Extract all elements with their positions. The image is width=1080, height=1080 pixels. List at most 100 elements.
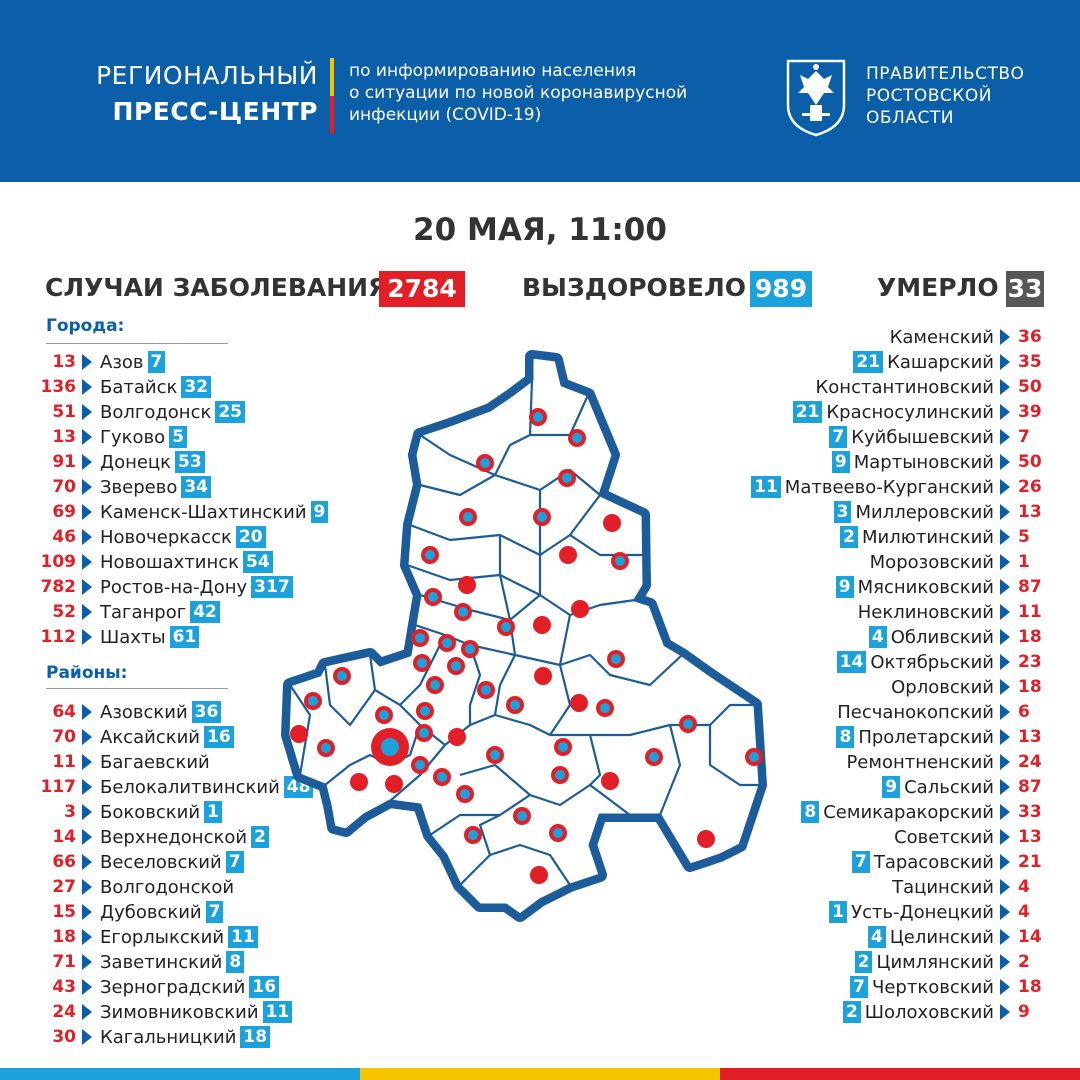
area-name: Аксайский [100,726,200,748]
cases-count: 11 [1018,602,1042,622]
recovered-badge: 11 [228,926,258,948]
cases-count: 64 [52,702,76,722]
arrow-right-icon [1000,804,1010,820]
list-row: 9 Сальский 87 [882,776,1044,798]
cases-count: 112 [40,627,77,647]
recovered-label: ВЫЗДОРОВЕЛО [522,273,746,302]
arrow-right-icon [1000,529,1010,545]
district-marker [486,746,504,764]
arrow-right-icon [82,404,92,420]
list-row: 11 Матвеево-Курганский 26 [751,476,1044,498]
list-row: 27 Волгодонской [0,876,234,898]
cases-label: СЛУЧАИ ЗАБОЛЕВАНИЯ [45,273,388,302]
list-row: Морозовский 1 [870,551,1044,573]
recovered-badge: 7 [205,901,224,923]
area-name: Сальский [904,776,994,798]
list-row: 71 Заветинский 8 [0,951,245,973]
recovered-badge: 25 [215,401,246,423]
area-name: Новошахтинск [100,551,240,573]
cases-count: 23 [1018,652,1042,672]
cases-count: 11 [52,752,76,772]
cases-count: 4 [1018,877,1030,897]
area-name: Октябрьский [870,651,994,673]
arrow-right-icon [82,754,92,770]
area-name: Мартыновский [853,451,994,473]
recovered-badge: 53 [175,451,205,473]
recovered-badge: 7 [225,851,244,873]
cases-count: 13 [52,352,76,372]
footer-bar-yellow [360,1068,720,1080]
district-marker [456,785,474,803]
cases-count: 66 [52,852,76,872]
district-marker [559,546,577,564]
cases-count: 46 [52,527,76,547]
arrow-right-icon [82,579,92,595]
district-marker [534,667,552,685]
district-marker [454,603,472,621]
arrow-right-icon [1000,504,1010,520]
arrow-right-icon [1000,904,1010,920]
area-name: Цимлянский [876,951,994,973]
list-row: 8 Пролетарский 13 [836,726,1044,748]
arrow-right-icon [1000,604,1010,620]
district-marker [596,699,614,717]
list-row: 64 Азовский 36 [0,701,222,723]
recovered-badge: 9 [831,451,850,473]
list-row: 2 Шолоховский 9 [842,1001,1044,1023]
area-name: Кашарский [887,351,994,373]
area-name: Тацинский [892,876,994,898]
cases-count: 69 [52,502,76,522]
recovered-badge: 2 [842,1001,861,1023]
area-name: Неклиновский [857,601,994,623]
arrow-right-icon [82,729,92,745]
cases-count: 24 [1018,752,1042,772]
area-name: Куйбышевский [851,426,994,448]
arrow-right-icon [1000,629,1010,645]
district-marker [464,826,482,844]
list-row: 15 Дубовский 7 [0,901,224,923]
recovered-badge: 2 [251,826,269,848]
district-marker [529,408,547,426]
recovered-badge: 8 [836,726,855,748]
arrow-right-icon [82,954,92,970]
area-name: Каменск-Шахтинский [100,501,307,523]
recovered-badge: 7 [147,351,166,373]
list-row: Орловский 18 [891,676,1044,698]
recovered-badge: 32 [181,376,212,398]
list-row: 51 Волгодонск 25 [0,401,246,423]
arrow-right-icon [82,629,92,645]
district-marker [350,773,368,791]
recovered-badge: 11 [751,476,781,498]
list-row: 1 Усть-Донецкий 4 [829,901,1044,923]
arrow-right-icon [1000,729,1010,745]
deaths-label: УМЕРЛО [877,273,999,302]
area-name: Целинский [889,926,994,948]
recovered-badge: 9 [882,776,901,798]
list-row: 24 Зимовниковский 11 [0,1001,293,1023]
cases-count: 70 [52,727,76,747]
title-line1: РЕГИОНАЛЬНЫЙ [96,61,318,90]
cases-count: 50 [1018,377,1042,397]
area-name: Морозовский [869,551,994,573]
arrow-right-icon [1000,679,1010,695]
arrow-right-icon [1000,429,1010,445]
arrow-right-icon [1000,754,1010,770]
arrow-right-icon [1000,854,1010,870]
report-date: 20 МАЯ, 11:00 [413,212,667,248]
district-marker [438,634,456,652]
list-row: 4 Целинский 14 [867,926,1044,948]
recovered-badge: 9 [310,501,329,523]
cases-count: 87 [1018,577,1042,597]
arrow-right-icon [82,554,92,570]
district-marker [506,696,524,714]
cases-count: 71 [52,952,76,972]
cases-count: 14 [1018,927,1042,947]
area-name: Константиновский [815,376,994,398]
cases-count: 27 [52,877,76,897]
recovered-badge: 54 [243,551,273,573]
arrow-right-icon [1000,554,1010,570]
cases-count: 9 [1018,1002,1030,1022]
arrow-right-icon [1000,454,1010,470]
arrow-right-icon [1000,829,1010,845]
area-name: Азов [100,351,144,373]
